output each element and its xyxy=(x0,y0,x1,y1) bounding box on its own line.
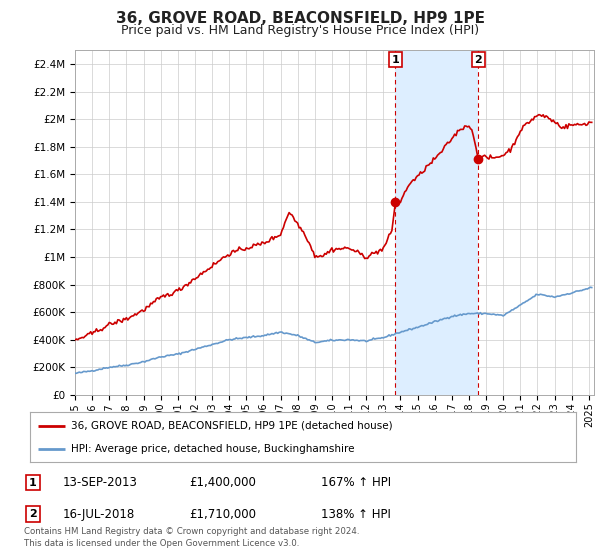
Text: 13-SEP-2013: 13-SEP-2013 xyxy=(63,476,138,489)
Text: 138% ↑ HPI: 138% ↑ HPI xyxy=(321,507,391,521)
Text: 1: 1 xyxy=(391,54,399,64)
Text: 1: 1 xyxy=(29,478,37,488)
Text: 167% ↑ HPI: 167% ↑ HPI xyxy=(321,476,391,489)
Text: £1,400,000: £1,400,000 xyxy=(189,476,256,489)
Text: 16-JUL-2018: 16-JUL-2018 xyxy=(63,507,135,521)
Text: 36, GROVE ROAD, BEACONSFIELD, HP9 1PE: 36, GROVE ROAD, BEACONSFIELD, HP9 1PE xyxy=(115,11,485,26)
Text: Price paid vs. HM Land Registry's House Price Index (HPI): Price paid vs. HM Land Registry's House … xyxy=(121,24,479,37)
Text: 2: 2 xyxy=(475,54,482,64)
Text: Contains HM Land Registry data © Crown copyright and database right 2024.
This d: Contains HM Land Registry data © Crown c… xyxy=(24,527,359,548)
Bar xyxy=(395,50,478,395)
Text: HPI: Average price, detached house, Buckinghamshire: HPI: Average price, detached house, Buck… xyxy=(71,445,355,454)
Text: 36, GROVE ROAD, BEACONSFIELD, HP9 1PE (detached house): 36, GROVE ROAD, BEACONSFIELD, HP9 1PE (d… xyxy=(71,421,392,431)
Text: £1,710,000: £1,710,000 xyxy=(189,507,256,521)
Text: 2: 2 xyxy=(29,509,37,519)
